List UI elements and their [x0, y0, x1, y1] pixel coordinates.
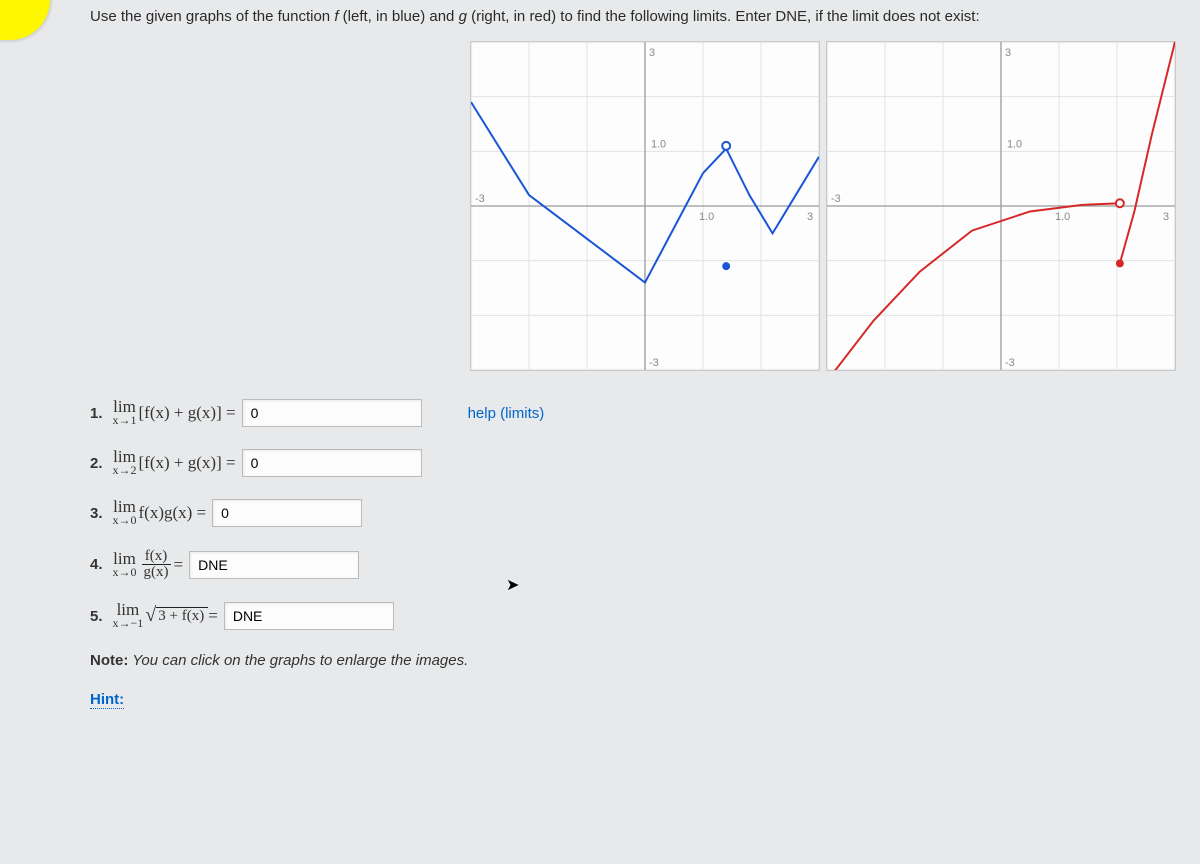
- q4-num: 4.: [90, 556, 103, 573]
- svg-text:3: 3: [807, 211, 813, 223]
- graphs-container: -3 3 3 -3 1.0 1.0 -3 3 3 -3 1.0 1.0: [470, 41, 1176, 371]
- graph-f-panel[interactable]: -3 3 3 -3 1.0 1.0: [470, 41, 820, 371]
- q2-expr: limx→2 [f(x) + g(x)] =: [111, 449, 236, 477]
- q2-answer-input[interactable]: [242, 449, 422, 477]
- prompt-pre: Use the given graphs of the function: [90, 8, 334, 25]
- svg-text:-3: -3: [1005, 357, 1015, 369]
- q4-answer-input[interactable]: [189, 551, 359, 579]
- note-text: Note: You can click on the graphs to enl…: [90, 652, 1176, 669]
- svg-text:1.0: 1.0: [1055, 211, 1070, 223]
- q3-num: 3.: [90, 505, 103, 522]
- graph-g-svg: -3 3 3 -3 1.0 1.0: [827, 42, 1175, 370]
- question-5: 5. limx→−1 √3 + f(x) =: [90, 602, 1176, 630]
- note-body: You can click on the graphs to enlarge t…: [128, 652, 468, 669]
- questions-list: 1. limx→1 [f(x) + g(x)] = help (limits) …: [90, 399, 1176, 630]
- q5-answer-input[interactable]: [224, 602, 394, 630]
- hint-link[interactable]: Hint:: [90, 691, 124, 709]
- graph-g-panel[interactable]: -3 3 3 -3 1.0 1.0: [826, 41, 1176, 371]
- q3-expr: limx→0 f(x)g(x) =: [111, 499, 207, 527]
- problem-content: Use the given graphs of the function f (…: [0, 0, 1200, 728]
- question-2: 2. limx→2 [f(x) + g(x)] =: [90, 449, 1176, 477]
- svg-text:-3: -3: [649, 357, 659, 369]
- svg-text:1.0: 1.0: [699, 211, 714, 223]
- prompt-mid1: (left, in blue) and: [339, 8, 459, 25]
- svg-text:-3: -3: [831, 193, 841, 205]
- svg-text:1.0: 1.0: [1007, 138, 1022, 150]
- svg-text:3: 3: [1005, 47, 1011, 59]
- q2-num: 2.: [90, 455, 103, 472]
- question-3: 3. limx→0 f(x)g(x) =: [90, 499, 1176, 527]
- svg-text:3: 3: [649, 47, 655, 59]
- help-limits-link[interactable]: help (limits): [468, 405, 545, 422]
- graph-f-svg: -3 3 3 -3 1.0 1.0: [471, 42, 819, 370]
- q1-answer-input[interactable]: [242, 399, 422, 427]
- svg-text:1.0: 1.0: [651, 138, 666, 150]
- svg-text:-3: -3: [475, 193, 485, 205]
- note-strong: Note:: [90, 652, 128, 669]
- prompt-text: Use the given graphs of the function f (…: [90, 6, 1176, 27]
- q3-answer-input[interactable]: [212, 499, 362, 527]
- q1-expr: limx→1 [f(x) + g(x)] =: [111, 399, 236, 427]
- q5-expr: limx→−1 √3 + f(x) =: [111, 602, 218, 630]
- q4-expr: limx→0 f(x)g(x) =: [111, 549, 184, 580]
- q1-num: 1.: [90, 405, 103, 422]
- question-1: 1. limx→1 [f(x) + g(x)] = help (limits): [90, 399, 1176, 427]
- q5-num: 5.: [90, 608, 103, 625]
- svg-text:3: 3: [1163, 211, 1169, 223]
- question-4: 4. limx→0 f(x)g(x) =: [90, 549, 1176, 580]
- prompt-mid2: (right, in red) to find the following li…: [467, 8, 980, 25]
- prompt-g: g: [459, 8, 467, 25]
